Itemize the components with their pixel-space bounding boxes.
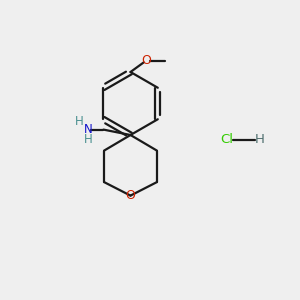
Text: H: H [84,133,93,146]
Text: Cl: Cl [220,133,233,146]
Text: O: O [126,189,135,202]
Text: H: H [255,133,264,146]
Text: H: H [75,115,84,128]
Text: N: N [83,123,92,136]
Text: O: O [141,54,151,67]
